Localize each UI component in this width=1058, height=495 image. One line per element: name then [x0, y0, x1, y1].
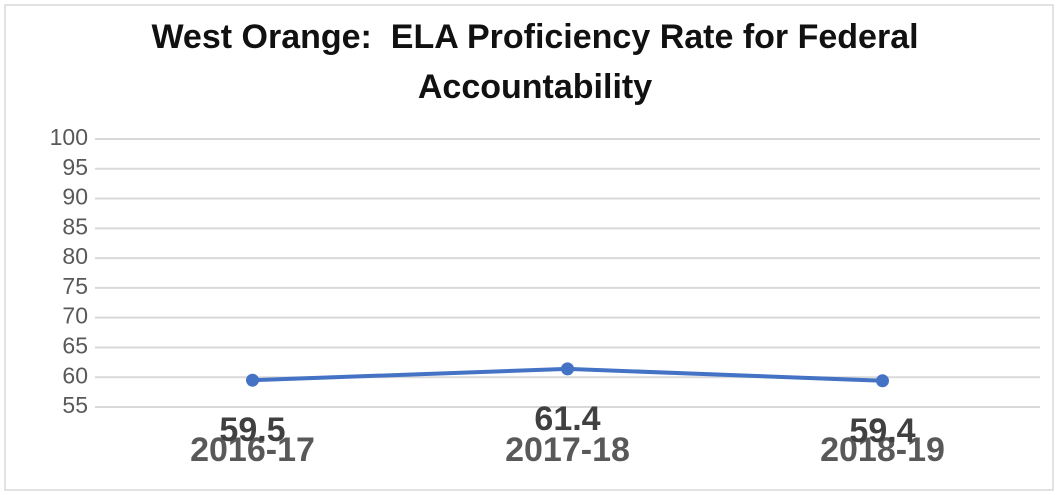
data-label: 59.5: [219, 411, 285, 449]
x-tick-label: 2017-18: [505, 431, 630, 469]
data-point: [876, 374, 889, 388]
x-tick-label: 2016-17: [190, 431, 315, 469]
y-tick-label: 85: [62, 213, 88, 239]
y-tick-label: 70: [62, 303, 88, 329]
data-point: [246, 373, 259, 387]
y-tick-label: 55: [62, 392, 88, 418]
chart-border: [4, 4, 1054, 491]
y-tick-label: 80: [62, 243, 88, 269]
y-tick-label: 100: [50, 124, 88, 150]
y-tick-label: 75: [62, 273, 88, 299]
y-tick-label: 60: [62, 362, 88, 388]
y-tick-label: 90: [62, 184, 88, 210]
x-tick-label: 2018-19: [820, 431, 945, 469]
data-point: [561, 362, 574, 376]
data-label: 61.4: [534, 400, 600, 438]
y-tick-label: 65: [62, 333, 88, 359]
y-tick-label: 95: [62, 154, 88, 180]
chart-title: West Orange: ELA Proficiency Rate for Fe…: [151, 18, 927, 106]
data-label: 59.4: [849, 412, 915, 450]
